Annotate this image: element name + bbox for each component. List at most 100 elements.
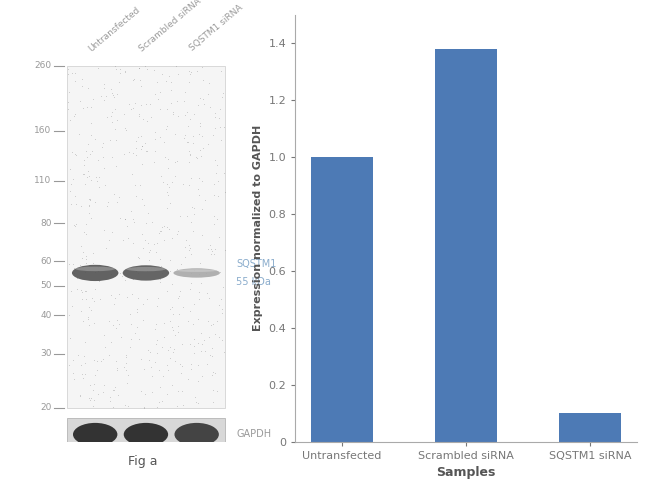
Point [83,103,93,111]
Point [155,275,166,283]
Point [183,317,193,325]
Point [105,338,116,346]
Point [89,396,99,404]
Point [189,349,200,357]
Point [142,65,152,73]
Point [127,170,137,178]
Point [142,264,152,272]
Point [101,113,112,121]
Point [194,130,204,138]
Point [141,100,151,108]
Point [130,181,140,189]
Point [186,174,196,182]
Point [114,193,124,201]
Point [62,106,73,113]
Point [144,348,155,356]
Point [155,263,166,271]
Point [133,254,144,262]
Point [209,220,220,228]
Point [83,140,93,148]
Point [212,215,222,223]
Text: 80: 80 [40,218,51,227]
Point [185,340,196,348]
Point [166,303,177,311]
Point [196,152,206,160]
Point [192,186,203,193]
Point [144,256,155,264]
Point [216,296,226,303]
Point [159,333,169,341]
Point [98,226,109,234]
Point [162,287,172,295]
Text: 110: 110 [34,176,51,185]
Point [126,335,136,343]
Point [152,349,162,356]
Point [67,70,77,78]
Point [130,329,140,337]
Ellipse shape [73,423,118,446]
Point [111,65,121,73]
Point [217,336,228,344]
Point [70,151,81,159]
Point [89,356,99,364]
Point [163,225,174,233]
Point [179,134,190,141]
Point [200,196,211,204]
Point [189,110,200,118]
Point [137,142,148,150]
Point [216,309,227,317]
Point [68,369,79,377]
Point [92,263,103,271]
Point [140,139,150,147]
Point [178,401,188,409]
Point [84,382,95,389]
Point [70,222,80,230]
Point [147,372,157,380]
Point [177,340,188,348]
Point [75,392,85,400]
Point [170,172,180,180]
Point [205,245,216,253]
Point [119,363,129,371]
Point [133,110,144,118]
Point [131,143,142,151]
Point [120,401,131,409]
Point [151,248,162,256]
Point [191,153,202,161]
Point [103,351,114,358]
Point [137,160,148,168]
Point [70,78,80,85]
Point [75,98,85,106]
Point [210,370,220,378]
Point [139,201,150,209]
Point [123,371,133,379]
Point [189,204,200,212]
Point [66,287,77,295]
Point [168,109,178,117]
Point [184,78,194,86]
Point [194,288,204,296]
Point [164,199,175,207]
Point [174,310,185,318]
Point [196,329,207,337]
Point [194,119,205,127]
Point [119,109,129,117]
Point [213,177,224,185]
Point [208,321,218,328]
Point [99,80,110,88]
Point [213,333,224,341]
Point [178,302,188,310]
Point [112,366,122,374]
Point [161,361,172,369]
Point [105,393,115,401]
Point [143,347,153,355]
Point [111,105,121,112]
Point [215,123,226,131]
Point [194,174,205,182]
Point [207,368,218,376]
Point [164,256,175,264]
Point [78,248,88,256]
Point [202,359,212,367]
Text: Scrambled siRNA: Scrambled siRNA [137,0,203,53]
Point [132,305,142,313]
